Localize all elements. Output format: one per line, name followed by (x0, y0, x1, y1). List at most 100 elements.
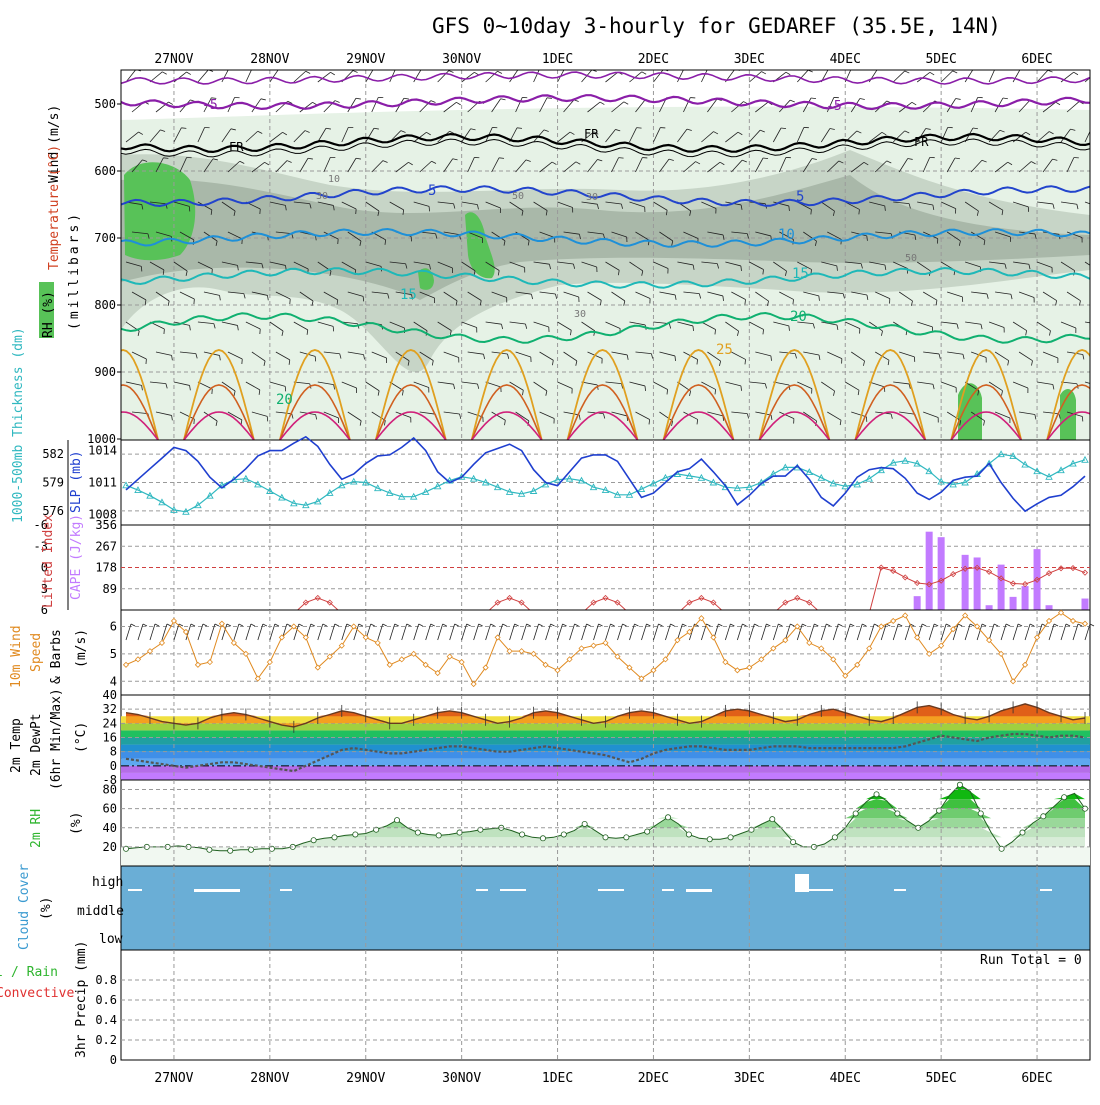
cloud-panel: high middle low Cloud Cover (%) (17, 864, 1090, 950)
rh-tick-label: 40 (103, 821, 117, 835)
rh-point (561, 832, 566, 837)
rh-shading (121, 107, 1090, 440)
chart-title: GFS 0~10day 3-hourly for GEDAREF (35.5E,… (432, 14, 1001, 38)
wind10m-barb-feather (1090, 624, 1094, 626)
wind-barb-feather (793, 299, 794, 304)
cloud-cover-fill (121, 866, 1090, 950)
cape-bar (1022, 586, 1029, 610)
cape-bar (1082, 599, 1089, 610)
cloud-gap (894, 889, 906, 891)
label-lifted-index: Lifted Index (41, 514, 56, 608)
label-rh-unit: (%) (69, 812, 84, 835)
label-rh: RH (%) (41, 291, 56, 338)
cape-bar (938, 537, 945, 610)
wind-barb-feather (374, 68, 379, 69)
day-label-bottom: 5DEC (925, 1071, 956, 1086)
cape-bar (926, 532, 933, 610)
rh-point (707, 837, 712, 842)
rh-low-band (121, 847, 1090, 866)
cape-tick-label: 89 (103, 582, 117, 596)
day-label-bottom: 2DEC (638, 1071, 669, 1086)
contour-label-5b: 5 (796, 189, 804, 205)
day-label-bottom: 29NOV (346, 1071, 385, 1086)
label-2m-rh: 2m RH (29, 809, 44, 848)
wind-barb-feather (181, 128, 186, 129)
day-label-top: 4DEC (830, 52, 861, 67)
contour-label-5: 5 (428, 183, 436, 199)
rh-point (540, 836, 545, 841)
precip-tick-label: 0 (110, 1053, 117, 1067)
cloud-gap (795, 874, 809, 892)
day-label-top: 3DEC (734, 52, 765, 67)
day-label-top: 2DEC (638, 52, 669, 67)
precip-tick-label: 0.8 (95, 973, 117, 987)
rh-point (1041, 814, 1046, 819)
rh-point (1020, 830, 1025, 835)
contour-label-m5b: -5 (826, 99, 842, 114)
temp-band (121, 730, 1090, 737)
rh-point (394, 818, 399, 823)
thickness-tick-label: 582 (42, 447, 64, 461)
wind-barb-feather (697, 419, 698, 424)
wind10m-panel: 654 10m Wind Speed & Barbs (m/s) (9, 610, 1094, 695)
day-label-bottom: 4DEC (830, 1071, 861, 1086)
cloud-gap (476, 889, 488, 891)
cloud-gap (598, 889, 624, 891)
temp-tick-label: 8 (110, 745, 117, 759)
pressure-tick-label: 500 (94, 97, 116, 111)
wind-barb-feather (422, 68, 427, 69)
day-label-top: 30NOV (442, 52, 481, 67)
rh-point (978, 811, 983, 816)
day-label-bottom: 30NOV (442, 1071, 481, 1086)
day-label-top: 29NOV (346, 52, 385, 67)
precip-panel: 0.80.60.40.20 Run Total = 0 Total / Rain… (0, 941, 1090, 1067)
label-precip-conv: Convective (0, 986, 74, 1001)
rh-point (228, 848, 233, 853)
rh-point (665, 815, 670, 820)
rh-point (874, 792, 879, 797)
wind-barb (1091, 99, 1100, 112)
label-2m-dewpt: 2m DewPt (29, 713, 44, 776)
rh-point (415, 830, 420, 835)
label-cape: CAPE (J/kg) (69, 514, 84, 600)
day-label-bottom: 1DEC (542, 1071, 573, 1086)
precip-tick-label: 0.6 (95, 993, 117, 1007)
label-cloud-unit: (%) (39, 897, 54, 920)
label-slp: SLP (mb) (69, 450, 84, 513)
precip-tick-label: 0.2 (95, 1033, 117, 1047)
day-label-bottom: 3DEC (734, 1071, 765, 1086)
label-temp-unit: (°C) (74, 722, 89, 753)
rh-tick-label: 60 (103, 802, 117, 816)
rh-tick-label: 80 (103, 783, 117, 797)
contour-label-rh30c: 30 (574, 309, 586, 320)
wind-barb (1091, 292, 1100, 298)
temp-band (121, 752, 1090, 759)
label-millibars: (millibars) (67, 211, 82, 330)
day-label-bottom: 6DEC (1021, 1071, 1052, 1086)
rh-point (770, 817, 775, 822)
cloud-gap (1040, 889, 1052, 891)
contour-label-rh50b: 50 (905, 253, 917, 264)
cloud-gap (500, 889, 526, 891)
cape-bar (914, 596, 921, 610)
wind-tick-label: 5 (110, 647, 117, 661)
rh-point (603, 835, 608, 840)
contour-label-15b: 15 (792, 266, 809, 282)
rh-point (248, 847, 253, 852)
rh-point (436, 833, 441, 838)
rh-point (832, 835, 837, 840)
temp-band (121, 759, 1090, 766)
pressure-tick-label: 900 (94, 365, 116, 379)
cape-tick-label: 267 (95, 539, 117, 553)
pressure-tick-label: 800 (94, 298, 116, 312)
label-precip-axis: 3hr Precip (mm) (74, 941, 89, 1058)
rh-point (624, 835, 629, 840)
wind-barb-feather (715, 389, 716, 394)
rh-green-region-1 (124, 162, 195, 260)
rh-point (520, 832, 525, 837)
contour-label-rh10: 10 (328, 174, 340, 185)
